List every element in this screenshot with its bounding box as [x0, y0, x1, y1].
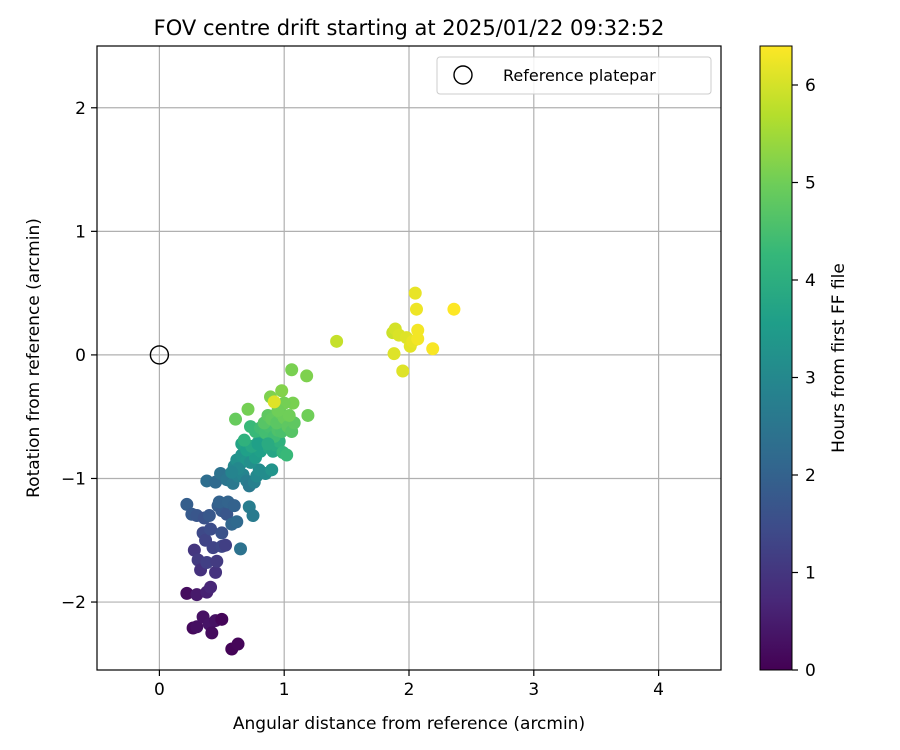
- data-point: [219, 538, 233, 552]
- data-point: [301, 408, 315, 422]
- data-point: [180, 497, 194, 511]
- y-axis-label: Rotation from reference (arcmin): [24, 218, 44, 498]
- colorbar-gradient: [759, 45, 793, 671]
- data-point: [215, 612, 229, 626]
- data-point: [409, 302, 423, 316]
- x-tick-label: 3: [528, 680, 539, 700]
- data-point: [275, 384, 289, 398]
- data-point: [230, 515, 244, 529]
- data-point: [229, 412, 243, 426]
- data-point: [234, 542, 248, 556]
- data-point: [330, 334, 344, 348]
- x-axis-ticks: 0 1 2 3 4: [154, 670, 664, 700]
- data-point: [202, 509, 216, 523]
- reference-layer: [149, 345, 170, 365]
- data-point: [237, 433, 251, 447]
- data-point: [282, 408, 296, 422]
- colorbar: 0 1 2 3 4 5 6 Hours from first FF file: [759, 45, 849, 681]
- colorbar-tick-label: 2: [805, 466, 816, 486]
- y-axis-ticks: −2 −1 0 1 2: [61, 99, 97, 613]
- data-point: [231, 637, 245, 651]
- x-tick-label: 4: [653, 680, 664, 700]
- data-point: [447, 302, 461, 316]
- y-tick-label: 2: [75, 99, 86, 119]
- data-point: [220, 507, 234, 521]
- colorbar-tick-label: 3: [805, 369, 816, 389]
- data-point: [300, 369, 314, 383]
- data-point: [190, 588, 204, 602]
- data-point: [265, 463, 279, 477]
- data-point: [411, 332, 425, 346]
- colorbar-label: Hours from first FF file: [829, 263, 849, 453]
- data-point: [396, 364, 410, 378]
- legend-entry-label: Reference platepar: [503, 66, 656, 85]
- data-point: [209, 565, 223, 579]
- scatter-points: [180, 286, 461, 656]
- y-tick-label: −1: [61, 469, 86, 489]
- data-point: [227, 499, 241, 513]
- data-point: [204, 580, 218, 594]
- data-point: [199, 533, 213, 547]
- y-tick-label: −2: [61, 593, 86, 613]
- x-axis-label: Angular distance from reference (arcmin): [233, 714, 585, 734]
- x-tick-label: 2: [404, 680, 415, 700]
- data-point: [246, 509, 260, 523]
- y-tick-label: 0: [75, 346, 86, 366]
- data-point: [285, 363, 299, 377]
- colorbar-tick-label: 6: [805, 76, 816, 96]
- data-point: [225, 465, 239, 479]
- data-point: [261, 437, 275, 451]
- colorbar-tick-label: 1: [805, 564, 816, 584]
- legend-marker-open-circle-icon: [453, 65, 473, 85]
- data-point: [387, 347, 401, 361]
- colorbar-ticks: 0 1 2 3 4 5 6: [792, 76, 816, 681]
- data-point: [426, 342, 440, 356]
- data-point: [241, 402, 255, 416]
- data-point: [280, 448, 294, 462]
- y-tick-label: 1: [75, 222, 86, 242]
- data-point: [180, 586, 194, 600]
- data-point: [210, 554, 224, 568]
- data-point: [205, 626, 219, 640]
- data-point: [200, 555, 214, 569]
- data-point: [204, 522, 218, 536]
- colorbar-tick-label: 5: [805, 174, 816, 194]
- data-point: [190, 620, 204, 634]
- data-point: [408, 286, 422, 300]
- x-tick-label: 1: [279, 680, 290, 700]
- legend: Reference platepar: [436, 56, 712, 95]
- chart-title: FOV centre drift starting at 2025/01/22 …: [154, 16, 665, 40]
- colorbar-tick-label: 0: [805, 661, 816, 681]
- colorbar-tick-label: 4: [805, 271, 816, 291]
- x-tick-label: 0: [154, 680, 165, 700]
- reference-platepar-marker: [149, 345, 170, 365]
- grid-lines: [97, 46, 721, 670]
- data-point: [215, 526, 229, 540]
- data-point: [251, 437, 265, 451]
- data-point: [187, 543, 201, 557]
- data-point: [267, 395, 281, 409]
- legend-box: [436, 56, 712, 95]
